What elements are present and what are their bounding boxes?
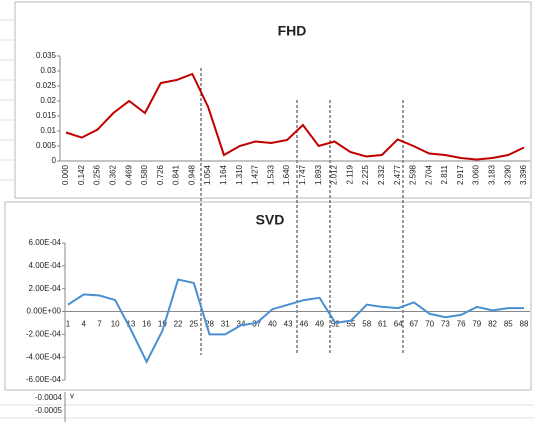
chart-frame: [4, 201, 532, 391]
x-tick-label: 85: [504, 320, 513, 329]
y-tick-label: 0.00E+00: [27, 307, 62, 316]
chart-frame: [14, 1, 532, 199]
x-tick-label: 3.290: [503, 164, 512, 185]
x-tick-label: 61: [378, 320, 387, 329]
x-tick-label: 2.598: [409, 164, 418, 185]
x-tick-label: 79: [472, 320, 481, 329]
data-line: [67, 278, 524, 364]
x-tick-label: 0.362: [108, 164, 117, 185]
x-tick-label: 1.533: [266, 164, 275, 185]
y-tick-label: 6.00E-04: [29, 238, 62, 247]
x-tick-label: 43: [284, 320, 293, 329]
x-tick-label: 2.119: [345, 164, 354, 184]
x-tick-label: 2.225: [361, 164, 370, 185]
y-tick-label: -2.00E-04: [26, 329, 62, 338]
x-tick-label: 1: [66, 320, 71, 329]
x-tick-label: 64: [394, 320, 403, 329]
partial-tick-label: -0.0004: [35, 393, 63, 402]
x-tick-label: 2.477: [393, 164, 402, 185]
x-tick-label: 49: [315, 320, 324, 329]
y-tick-label: 0.03: [40, 66, 56, 75]
x-tick-label: 88: [520, 320, 529, 329]
y-tick-label: -4.00E-04: [26, 352, 62, 361]
x-tick-label: 82: [488, 320, 497, 329]
x-tick-label: 52: [331, 320, 340, 329]
y-tick-label: 0.01: [40, 126, 56, 135]
x-tick-label: 2.012: [330, 164, 339, 185]
data-line: [65, 72, 525, 161]
x-tick-label: 3.183: [488, 164, 497, 185]
y-tick-label: -6.00E-04: [26, 375, 62, 384]
partial-marker: v: [70, 391, 74, 400]
x-tick-label: 0.469: [124, 164, 133, 185]
x-tick-label: 0.841: [172, 164, 181, 185]
chart-title: FHD: [278, 23, 307, 39]
x-tick-label: 1.164: [219, 164, 228, 185]
x-tick-label: 0.580: [140, 164, 149, 185]
x-tick-label: 2.332: [377, 164, 386, 185]
x-tick-label: 55: [347, 320, 356, 329]
y-tick-label: 4.00E-04: [29, 261, 62, 270]
x-tick-label: 1.054: [203, 164, 212, 185]
x-tick-label: 73: [441, 320, 450, 329]
y-tick-label: 0.02: [40, 96, 56, 105]
x-tick-label: 34: [237, 320, 246, 329]
x-tick-label: 3.060: [472, 164, 481, 185]
chart-title: SVD: [256, 212, 285, 228]
x-tick-label: 0.948: [187, 164, 196, 185]
x-tick-label: 2.811: [440, 164, 449, 184]
x-tick-label: 76: [457, 320, 466, 329]
x-tick-label: 19: [158, 320, 167, 329]
x-tick-label: 22: [174, 320, 183, 329]
sheet-grid: [0, 19, 534, 419]
x-tick-label: 7: [97, 320, 102, 329]
x-tick-label: 0.256: [93, 164, 102, 185]
x-tick-label: 37: [252, 320, 261, 329]
x-tick-label: 1.310: [235, 164, 244, 185]
x-tick-label: 13: [126, 320, 135, 329]
x-tick-label: 46: [299, 320, 308, 329]
x-tick-label: 70: [425, 320, 434, 329]
x-tick-label: 10: [111, 320, 120, 329]
x-tick-label: 1.427: [251, 164, 260, 185]
y-tick-label: 0: [52, 156, 57, 165]
y-tick-label: 0.005: [36, 141, 57, 150]
x-tick-label: 16: [142, 320, 151, 329]
y-tick-label: 2.00E-04: [29, 284, 62, 293]
x-tick-label: 2.917: [456, 164, 465, 185]
x-tick-label: 0.000: [61, 164, 70, 185]
x-tick-label: 31: [221, 320, 230, 329]
partial-tick-label: -0.0005: [35, 406, 63, 415]
x-tick-label: 1.640: [282, 164, 291, 185]
x-tick-label: 28: [205, 320, 214, 329]
x-tick-label: 58: [362, 320, 371, 329]
x-tick-label: 2.704: [424, 164, 433, 185]
x-tick-label: 25: [189, 320, 198, 329]
y-tick-label: 0.025: [36, 81, 57, 90]
x-tick-label: 0.726: [156, 164, 165, 185]
y-tick-label: 0.035: [36, 51, 57, 60]
x-tick-label: 40: [268, 320, 277, 329]
x-tick-label: 1.893: [314, 164, 323, 185]
x-tick-label: 67: [409, 320, 418, 329]
x-tick-label: 3.396: [519, 164, 528, 185]
x-tick-label: 1.747: [298, 164, 307, 185]
x-tick-label: 4: [81, 320, 86, 329]
x-tick-label: 0.142: [77, 164, 86, 185]
y-tick-label: 0.015: [36, 111, 57, 120]
